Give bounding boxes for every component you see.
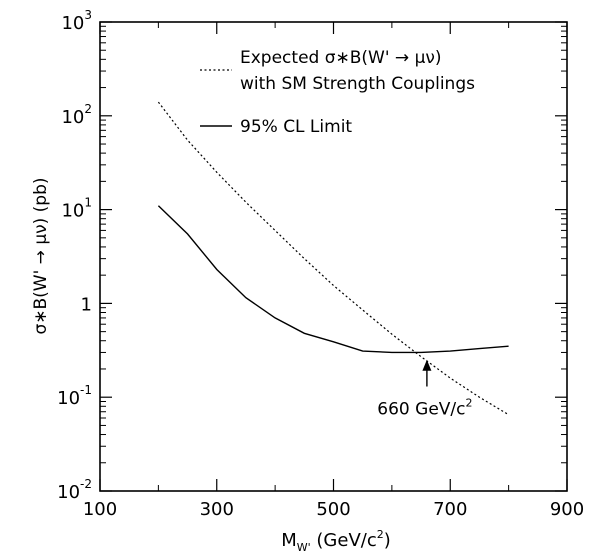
legend-label-expected-line1: Expected σ∗B(W' → μν): [240, 48, 442, 68]
y-tick-base: 10: [61, 107, 84, 128]
x-axis-label-rest: (GeV/c: [311, 530, 377, 551]
y-tick-exponent: 2: [84, 102, 92, 116]
legend: Expected σ∗B(W' → μν) with SM Strength C…: [200, 48, 475, 137]
x-tick-label: 100: [83, 499, 117, 520]
x-axis-label: MW' (GeV/c2): [281, 528, 391, 552]
annotation-arrow-head: [422, 359, 432, 371]
x-axis-label-main: M: [281, 530, 297, 551]
x-axis-label-sup: 2: [377, 528, 384, 541]
x-tick-label: 300: [200, 499, 234, 520]
y-tick-label: 103: [61, 8, 92, 34]
annotation-label: 660 GeV/c2: [377, 397, 472, 420]
y-tick-label: 10-1: [57, 383, 92, 409]
y-tick-label: 101: [61, 196, 92, 222]
annotation-label-sup: 2: [465, 397, 472, 410]
axis-ticks: [99, 21, 568, 492]
y-tick-exponent: 1: [84, 196, 92, 210]
y-tick-base: 10: [57, 482, 80, 503]
annotation-label-main: 660 GeV/c: [377, 400, 465, 420]
data-series: [157, 101, 509, 416]
y-tick-exponent: -2: [80, 477, 92, 491]
series-limit-line: [157, 205, 509, 354]
x-tick-label: 700: [433, 499, 467, 520]
threshold-annotation: 660 GeV/c2: [377, 359, 472, 420]
x-axis-label-sub: W': [297, 541, 311, 552]
y-axis-label: σ∗B(W' → μν) (pb): [31, 177, 51, 334]
x-tick-label: 900: [550, 499, 584, 520]
legend-label-limit: 95% CL Limit: [240, 117, 352, 137]
x-tick-label: 500: [316, 499, 350, 520]
y-tick-label: 10-2: [57, 477, 92, 503]
y-tick-exponent: -1: [80, 383, 92, 397]
x-axis-label-close: ): [384, 530, 391, 551]
series-expected-line: [157, 101, 509, 416]
y-tick-base: 10: [61, 13, 84, 34]
y-tick-base: 10: [57, 388, 80, 409]
y-tick-base: 10: [61, 201, 84, 222]
y-tick-exponent: 3: [84, 8, 92, 22]
y-tick-label: 102: [61, 102, 92, 128]
legend-label-expected-line2: with SM Strength Couplings: [240, 74, 475, 94]
y-tick-label: 1: [81, 294, 92, 315]
